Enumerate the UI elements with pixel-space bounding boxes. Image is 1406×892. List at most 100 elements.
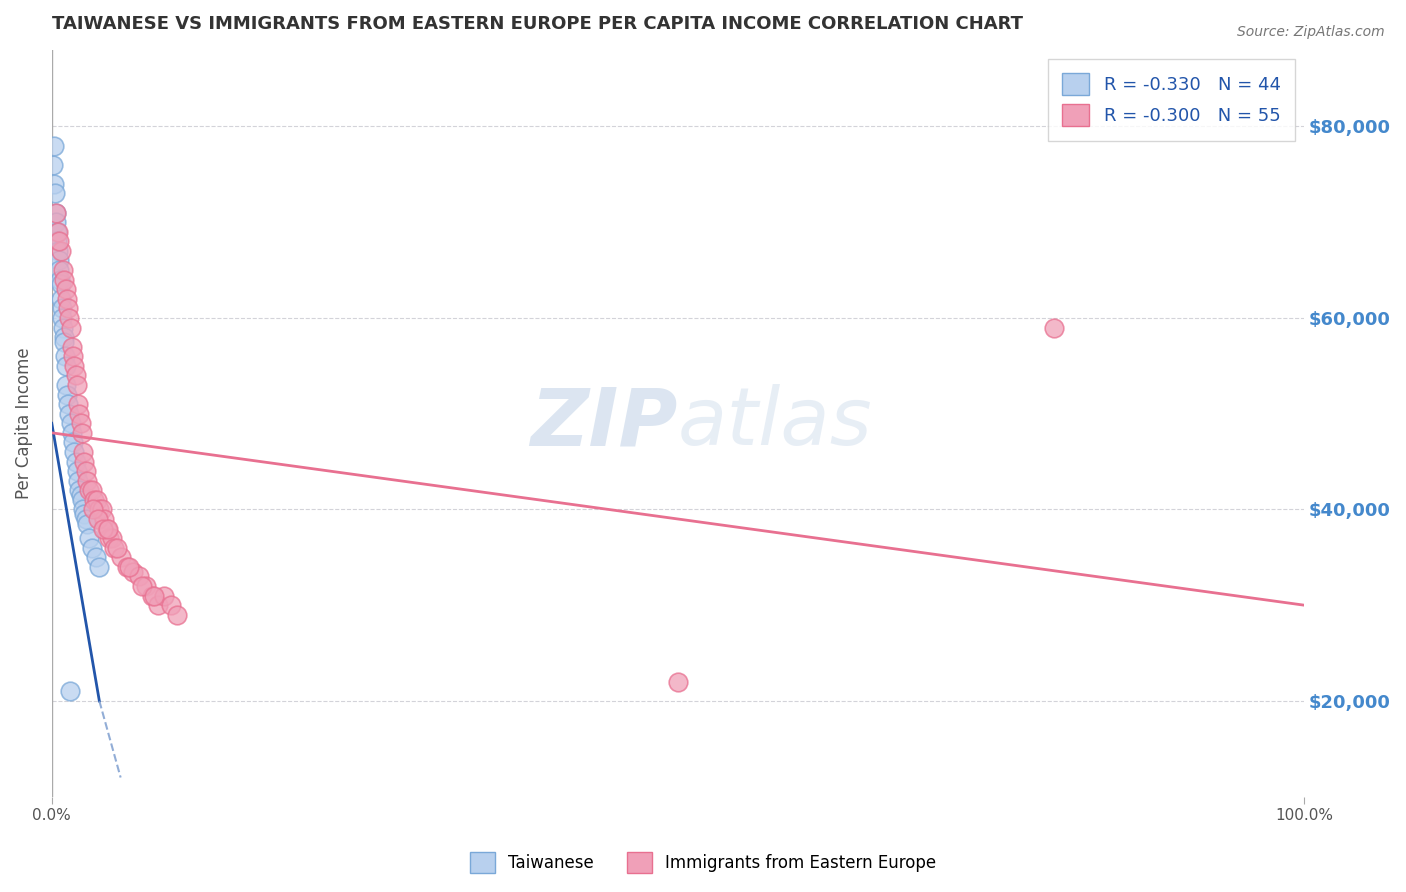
Point xyxy=(1042,320,1064,334)
Point xyxy=(67,474,90,488)
Point xyxy=(55,359,77,373)
Point xyxy=(55,387,77,401)
Point xyxy=(96,522,118,536)
Point xyxy=(67,483,90,498)
Point xyxy=(51,301,73,316)
Point xyxy=(63,359,86,373)
Point xyxy=(49,292,72,306)
Text: Source: ZipAtlas.com: Source: ZipAtlas.com xyxy=(1237,25,1385,39)
Point xyxy=(65,454,87,468)
Point xyxy=(69,488,91,502)
Point xyxy=(79,483,101,498)
Point xyxy=(98,531,121,545)
Legend: R = -0.330   N = 44, R = -0.300   N = 55: R = -0.330 N = 44, R = -0.300 N = 55 xyxy=(1047,59,1295,141)
Point xyxy=(48,235,70,249)
Point xyxy=(75,464,97,478)
Point xyxy=(66,378,89,392)
Point xyxy=(49,272,72,286)
Point xyxy=(91,522,114,536)
Point xyxy=(55,292,77,306)
Point xyxy=(70,492,93,507)
Point xyxy=(58,407,80,421)
Point xyxy=(97,522,120,536)
Point xyxy=(44,186,66,201)
Point xyxy=(128,569,150,583)
Point xyxy=(72,445,94,459)
Point xyxy=(60,340,83,354)
Legend: Taiwanese, Immigrants from Eastern Europe: Taiwanese, Immigrants from Eastern Europ… xyxy=(463,846,943,880)
Point xyxy=(76,474,98,488)
Point xyxy=(49,244,72,258)
Point xyxy=(46,225,69,239)
Point xyxy=(55,378,77,392)
Point xyxy=(153,589,176,603)
Point xyxy=(103,541,125,555)
Point xyxy=(76,516,98,531)
Point xyxy=(131,579,153,593)
Point xyxy=(59,684,82,698)
Point xyxy=(69,416,91,430)
Point xyxy=(84,550,107,565)
Point xyxy=(56,301,79,316)
Point xyxy=(80,541,103,555)
Point xyxy=(62,435,84,450)
Point xyxy=(59,416,82,430)
Point xyxy=(118,560,141,574)
Point xyxy=(73,454,96,468)
Point xyxy=(53,349,76,363)
Point xyxy=(66,464,89,478)
Point xyxy=(89,502,111,516)
Point xyxy=(48,263,70,277)
Point xyxy=(52,263,75,277)
Point xyxy=(82,502,104,516)
Point xyxy=(93,512,115,526)
Point xyxy=(44,205,66,219)
Point xyxy=(83,492,105,507)
Point xyxy=(53,334,76,349)
Point xyxy=(105,541,128,555)
Point xyxy=(51,310,73,325)
Point xyxy=(86,492,108,507)
Point xyxy=(89,560,111,574)
Point xyxy=(79,531,101,545)
Text: atlas: atlas xyxy=(678,384,873,462)
Point xyxy=(67,407,90,421)
Point xyxy=(101,531,124,545)
Point xyxy=(75,512,97,526)
Y-axis label: Per Capita Income: Per Capita Income xyxy=(15,348,32,499)
Point xyxy=(70,425,93,440)
Point xyxy=(46,235,69,249)
Point xyxy=(58,310,80,325)
Point xyxy=(143,589,166,603)
Point xyxy=(72,502,94,516)
Point xyxy=(166,607,188,622)
Point xyxy=(52,320,75,334)
Point xyxy=(135,579,157,593)
Point xyxy=(67,397,90,411)
Point xyxy=(63,445,86,459)
Point xyxy=(159,598,181,612)
Point xyxy=(44,138,66,153)
Point xyxy=(44,205,66,219)
Text: ZIP: ZIP xyxy=(530,384,678,462)
Point xyxy=(87,512,110,526)
Point xyxy=(49,277,72,292)
Point xyxy=(90,502,112,516)
Point xyxy=(56,397,79,411)
Point xyxy=(55,282,77,296)
Point xyxy=(60,425,83,440)
Point xyxy=(42,158,65,172)
Point xyxy=(122,565,145,579)
Point xyxy=(65,368,87,383)
Point xyxy=(46,244,69,258)
Point xyxy=(42,177,65,191)
Point xyxy=(80,483,103,498)
Point xyxy=(62,349,84,363)
Point xyxy=(45,225,67,239)
Point xyxy=(115,560,138,574)
Point xyxy=(45,215,67,229)
Point xyxy=(110,550,132,565)
Point xyxy=(666,674,689,689)
Text: TAIWANESE VS IMMIGRANTS FROM EASTERN EUROPE PER CAPITA INCOME CORRELATION CHART: TAIWANESE VS IMMIGRANTS FROM EASTERN EUR… xyxy=(52,15,1022,33)
Point xyxy=(148,598,170,612)
